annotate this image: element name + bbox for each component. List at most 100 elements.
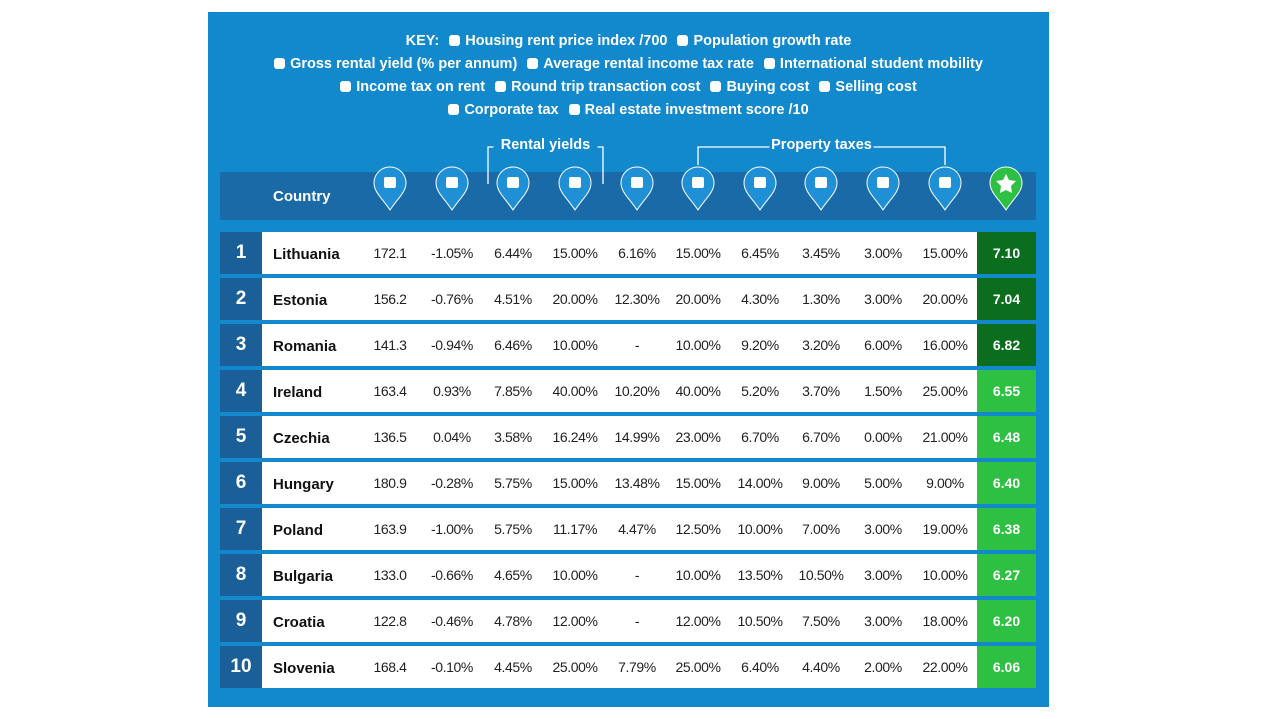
key-icon bbox=[449, 35, 461, 46]
key-text: International student mobility bbox=[779, 56, 983, 72]
value-cell: 6.70% bbox=[802, 429, 840, 445]
value-cell: 12.50% bbox=[675, 521, 721, 537]
score-cell: 6.06 bbox=[977, 646, 1036, 688]
value-cell: 20.00% bbox=[675, 291, 721, 307]
score-cell: 6.38 bbox=[977, 508, 1036, 550]
value-cell: 6.00% bbox=[864, 337, 902, 353]
value-cell: 3.00% bbox=[864, 291, 902, 307]
key-icon bbox=[495, 81, 507, 92]
value-cell: 25.00% bbox=[922, 383, 968, 399]
value-cell: 10.50% bbox=[737, 613, 783, 629]
column-icon bbox=[620, 166, 654, 211]
key-item: Corporate tax bbox=[448, 102, 559, 118]
key-item: Buying cost bbox=[710, 79, 809, 95]
value-cell: 6.40% bbox=[741, 659, 779, 675]
value-cell: 6.46% bbox=[494, 337, 532, 353]
panel: KEY: Housing rent price index /700 Populat… bbox=[208, 12, 1049, 707]
key-line: Corporate tax Real estate investment scor… bbox=[208, 102, 1049, 118]
value-cell: 6.44% bbox=[494, 245, 532, 261]
column-icon bbox=[743, 166, 777, 211]
glyph-icon bbox=[507, 177, 519, 188]
key-item: Round trip transaction cost bbox=[495, 79, 700, 95]
row-bg bbox=[262, 416, 977, 458]
value-cell: 141.3 bbox=[373, 337, 407, 353]
score-cell: 6.48 bbox=[977, 416, 1036, 458]
group-bracket bbox=[487, 146, 604, 184]
value-cell: 5.20% bbox=[741, 383, 779, 399]
rank-cell: 1 bbox=[220, 232, 262, 274]
value-cell: -0.76% bbox=[431, 291, 473, 307]
value-cell: 4.65% bbox=[494, 567, 532, 583]
value-cell: -0.94% bbox=[431, 337, 473, 353]
value-cell: 4.78% bbox=[494, 613, 532, 629]
value-cell: 5.75% bbox=[494, 475, 532, 491]
value-cell: 3.00% bbox=[864, 245, 902, 261]
column-header: Country bbox=[273, 188, 331, 205]
column-icon bbox=[435, 166, 469, 211]
value-cell: 10.00% bbox=[737, 521, 783, 537]
value-cell: 20.00% bbox=[552, 291, 598, 307]
value-cell: 10.00% bbox=[922, 567, 968, 583]
value-cell: 122.8 bbox=[373, 613, 407, 629]
value-cell: 13.50% bbox=[737, 567, 783, 583]
rank-cell: 2 bbox=[220, 278, 262, 320]
column-icon bbox=[373, 166, 407, 211]
glyph-icon bbox=[384, 177, 396, 188]
row-bg bbox=[262, 600, 977, 642]
value-cell: 0.00% bbox=[864, 429, 902, 445]
value-cell: 9.00% bbox=[926, 475, 964, 491]
column-icon bbox=[804, 166, 838, 211]
glyph-icon bbox=[631, 177, 643, 188]
value-cell: 25.00% bbox=[675, 659, 721, 675]
score-cell: 7.04 bbox=[977, 278, 1036, 320]
country-cell: Slovenia bbox=[273, 660, 335, 677]
value-cell: - bbox=[634, 567, 640, 583]
value-cell: 1.50% bbox=[864, 383, 902, 399]
rank-cell: 7 bbox=[220, 508, 262, 550]
value-cell: 180.9 bbox=[373, 475, 407, 491]
value-cell: 10.00% bbox=[552, 567, 598, 583]
score-cell: 6.27 bbox=[977, 554, 1036, 596]
rank-cell: 10 bbox=[220, 646, 262, 688]
key-item: Income tax on rent bbox=[340, 79, 485, 95]
country-cell: Romania bbox=[273, 338, 337, 355]
row-bg bbox=[262, 554, 977, 596]
glyph-icon bbox=[692, 177, 704, 188]
key-text: Round trip transaction cost bbox=[511, 79, 701, 95]
value-cell: 10.00% bbox=[675, 337, 721, 353]
value-cell: 136.5 bbox=[373, 429, 407, 445]
value-cell: 1.30% bbox=[802, 291, 840, 307]
row-bg bbox=[262, 508, 977, 550]
value-cell: -0.28% bbox=[431, 475, 473, 491]
country-cell: Estonia bbox=[273, 292, 328, 309]
score-cell: 6.40 bbox=[977, 462, 1036, 504]
value-cell: 23.00% bbox=[675, 429, 721, 445]
value-cell: 7.85% bbox=[494, 383, 532, 399]
key-icon bbox=[568, 104, 580, 115]
value-cell: -1.00% bbox=[431, 521, 473, 537]
key-item: Average rental income tax rate bbox=[527, 56, 754, 72]
key-text: Gross rental yield (% per annum) bbox=[290, 56, 518, 72]
column-icon bbox=[866, 166, 900, 211]
country-cell: Lithuania bbox=[273, 246, 340, 263]
value-cell: 7.00% bbox=[802, 521, 840, 537]
value-cell: 4.45% bbox=[494, 659, 532, 675]
value-cell: 3.00% bbox=[864, 567, 902, 583]
value-cell: 15.00% bbox=[552, 245, 598, 261]
glyph-icon bbox=[446, 177, 458, 188]
key-icon bbox=[340, 81, 352, 92]
row-bg bbox=[262, 278, 977, 320]
value-cell: 16.00% bbox=[922, 337, 968, 353]
value-cell: 4.51% bbox=[494, 291, 532, 307]
value-cell: - bbox=[634, 613, 640, 629]
column-icon bbox=[681, 166, 715, 211]
value-cell: 12.00% bbox=[552, 613, 598, 629]
key-line: KEY: Housing rent price index /700 Populat… bbox=[208, 33, 1049, 49]
value-cell: 6.16% bbox=[618, 245, 656, 261]
value-cell: 12.30% bbox=[614, 291, 660, 307]
key-icon bbox=[448, 104, 460, 115]
value-cell: 6.45% bbox=[741, 245, 779, 261]
value-cell: 172.1 bbox=[373, 245, 407, 261]
country-cell: Poland bbox=[273, 522, 324, 539]
key-item: Gross rental yield (% per annum) bbox=[274, 56, 517, 72]
